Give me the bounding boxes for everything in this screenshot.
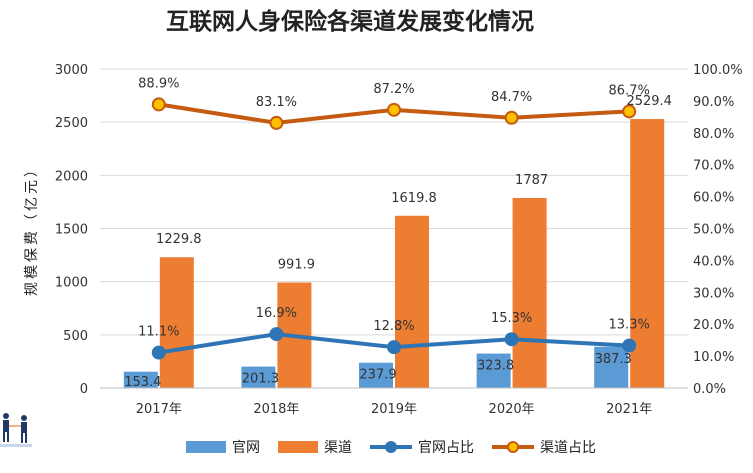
y-axis-title: 规模保费（亿元） (24, 160, 40, 296)
data-label: 83.1% (256, 95, 297, 110)
legend-swatch (278, 441, 318, 453)
data-label: 201.3 (242, 372, 279, 387)
bar (241, 366, 276, 388)
y-tick-label: 2000 (55, 169, 88, 184)
x-tick-label: 2019年 (371, 402, 417, 417)
data-label: 153.4 (124, 375, 161, 390)
bar (159, 257, 194, 388)
x-tick-label: 2018年 (253, 402, 299, 417)
bar (512, 197, 547, 388)
data-label: 16.9% (256, 306, 297, 321)
data-label: 11.1% (138, 325, 179, 340)
data-label: 13.3% (609, 318, 650, 333)
data-label: 387.3 (595, 352, 632, 367)
data-label: 1787 (515, 173, 548, 188)
y-tick-label: 0 (80, 382, 88, 397)
legend-label: 官网占比 (418, 440, 474, 456)
line-point (151, 345, 166, 360)
data-label: 88.9% (138, 76, 179, 91)
bar (359, 362, 393, 388)
y2-tick-label: 10.0% (693, 350, 734, 365)
data-label: 991.9 (278, 258, 315, 273)
y2-tick-label: 0.0% (693, 382, 726, 397)
line-point (622, 104, 637, 119)
y-tick-label: 2500 (55, 116, 88, 131)
bar (476, 353, 511, 388)
y-tick-label: 1000 (55, 276, 88, 291)
y2-tick-label: 20.0% (693, 318, 734, 333)
legend-label: 官网 (232, 440, 260, 456)
bar (395, 215, 429, 388)
x-tick-label: 2021年 (606, 402, 652, 417)
chart-title: 互联网人身保险各渠道发展变化情况 (166, 8, 534, 35)
x-tick-label: 2017年 (136, 402, 182, 417)
y2-tick-label: 90.0% (693, 95, 734, 110)
legend-swatch (186, 441, 226, 453)
legend-marker (507, 441, 519, 453)
line-point (151, 97, 166, 112)
data-label: 86.7% (609, 83, 650, 98)
line-point (269, 115, 284, 130)
data-label: 1229.8 (156, 232, 202, 247)
line-point (622, 338, 637, 353)
business-people-logo (0, 413, 32, 447)
legend-label: 渠道占比 (540, 440, 596, 456)
line-point (387, 102, 401, 117)
line-point (269, 327, 284, 342)
y2-tick-label: 40.0% (693, 254, 734, 269)
y-tick-label: 1500 (55, 223, 88, 238)
data-label: 12.8% (373, 319, 414, 334)
y2-tick-label: 100.0% (693, 63, 743, 78)
bar (630, 119, 665, 388)
legend-marker (385, 441, 397, 453)
data-label: 87.2% (373, 82, 414, 97)
bar (594, 346, 629, 388)
data-label: 84.7% (491, 90, 532, 105)
data-label: 15.3% (491, 311, 532, 326)
data-label: 1619.8 (391, 191, 437, 206)
legend: 官网 渠道 官网占比 渠道占比 (186, 440, 596, 456)
line-point (387, 340, 401, 355)
y2-tick-label: 80.0% (693, 127, 734, 142)
y2-tick-label: 50.0% (693, 223, 734, 238)
y2-tick-label: 70.0% (693, 159, 734, 174)
y-tick-label: 500 (63, 329, 88, 344)
data-label: 237.9 (359, 368, 396, 383)
y2-tick-label: 60.0% (693, 191, 734, 206)
y2-tick-label: 30.0% (693, 286, 734, 301)
line-point (504, 110, 519, 125)
x-tick-label: 2020年 (489, 402, 535, 417)
data-label: 2529.4 (626, 94, 672, 109)
legend-label: 渠道 (324, 440, 352, 456)
line-point (504, 332, 519, 347)
data-label: 323.8 (477, 359, 514, 374)
y-tick-label: 3000 (55, 63, 88, 78)
bar (123, 371, 158, 388)
